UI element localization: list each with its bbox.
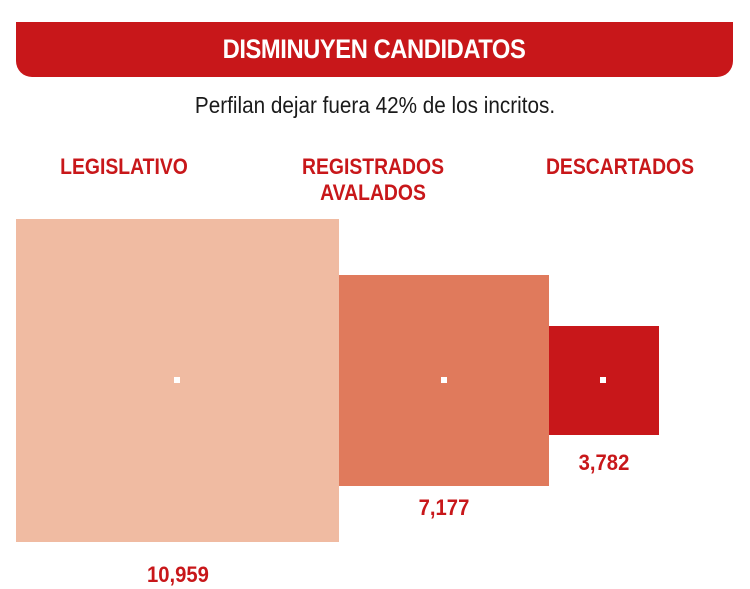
category-label-text: DESCARTADOS	[545, 154, 695, 179]
chart-title: DISMINUYEN CANDIDATOS	[223, 34, 526, 64]
center-dot-marker	[441, 377, 447, 383]
value-label-registrados-avalados: 7,177	[418, 495, 470, 520]
value-label-legislativo: 10,959	[147, 562, 209, 587]
category-label-descartados: DESCARTADOS	[526, 154, 714, 180]
title-banner: DISMINUYEN CANDIDATOS	[16, 22, 733, 77]
square-legislativo	[16, 219, 339, 542]
chart-subtitle: Perfilan dejar fuera 42% de los incritos…	[194, 92, 556, 118]
value-label-descartados: 3,782	[578, 450, 630, 475]
category-label-line1: REGISTRADOS	[301, 154, 444, 179]
square-descartados	[549, 326, 659, 435]
center-dot-marker	[174, 377, 180, 383]
category-label-registrados-avalados: REGISTRADOS AVALADOS	[275, 154, 470, 206]
center-dot-marker	[600, 377, 606, 383]
category-label-text: LEGISLATIVO	[60, 154, 188, 179]
category-label-legislativo: LEGISLATIVO	[29, 154, 219, 180]
category-label-line2: AVALADOS	[320, 180, 426, 205]
square-registrados-avalados	[339, 275, 549, 486]
